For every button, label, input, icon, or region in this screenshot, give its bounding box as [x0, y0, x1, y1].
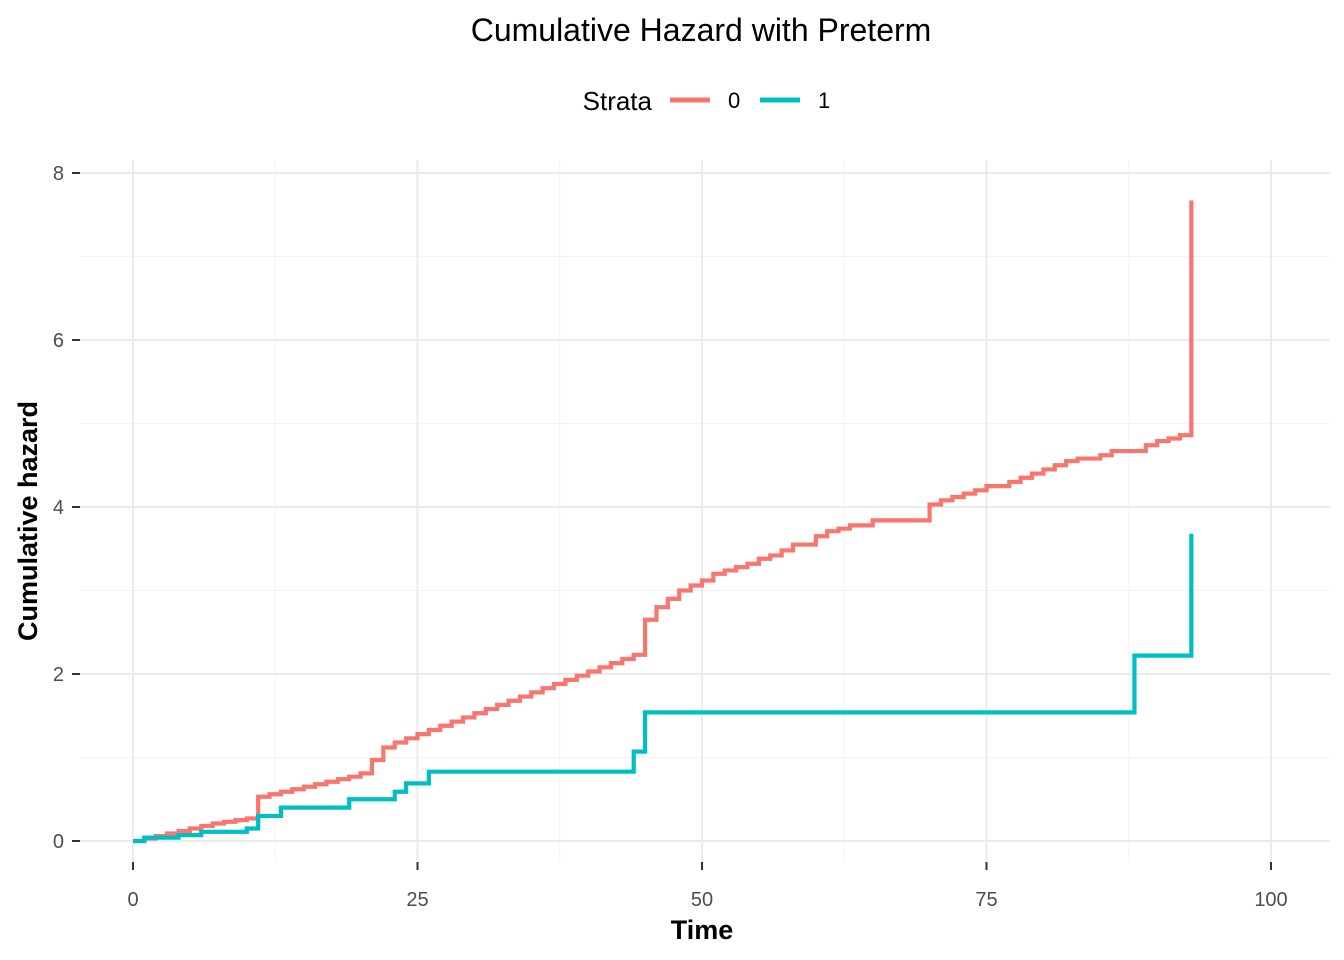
- y-tick-label: 6: [53, 330, 64, 352]
- x-tick-label: 0: [127, 889, 138, 911]
- y-tick-label: 8: [53, 163, 64, 185]
- y-tick-label: 4: [53, 497, 64, 519]
- series-line-0: [133, 200, 1194, 844]
- chart-title: Cumulative Hazard with Preterm: [471, 12, 932, 48]
- x-tick-label: 100: [1254, 889, 1287, 911]
- x-axis: 0 25 50 75 100: [127, 862, 1288, 911]
- y-axis: 0 2 4 6 8: [53, 163, 80, 853]
- x-tick-label: 50: [691, 889, 713, 911]
- series-line-1: [133, 533, 1194, 844]
- y-tick-label: 0: [53, 831, 64, 853]
- legend-title: Strata: [583, 86, 653, 116]
- y-tick-label: 2: [53, 664, 64, 686]
- x-axis-title: Time: [671, 915, 734, 945]
- x-tick-label: 75: [975, 889, 997, 911]
- legend: Strata 0 1: [583, 86, 831, 116]
- y-axis-title: Cumulative hazard: [13, 401, 43, 641]
- series-lines: [133, 200, 1194, 844]
- legend-label-1: 1: [818, 88, 830, 113]
- x-tick-label: 25: [406, 889, 428, 911]
- legend-label-0: 0: [728, 88, 740, 113]
- plot-grid: [80, 160, 1330, 862]
